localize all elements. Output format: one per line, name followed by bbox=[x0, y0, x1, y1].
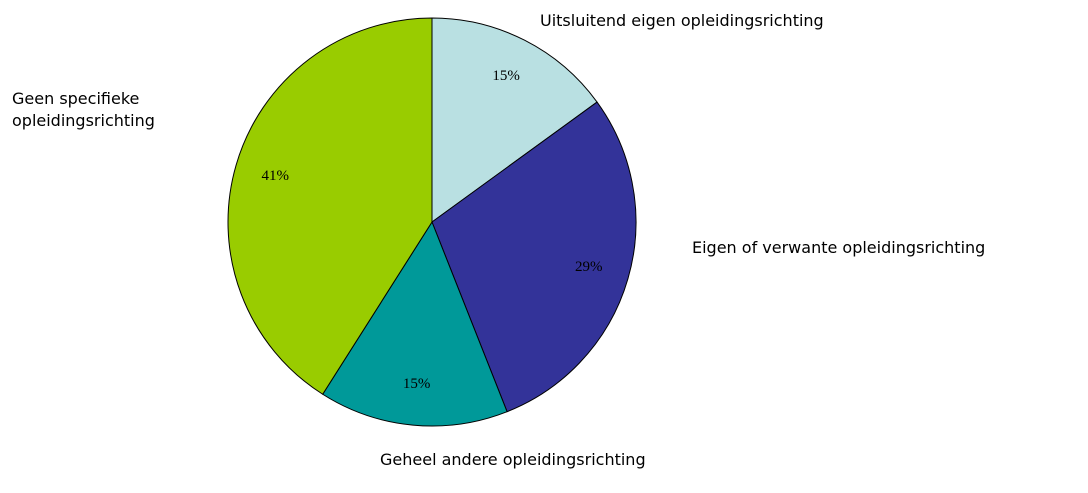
category-label: Geheel andere opleidingsrichting bbox=[380, 450, 646, 469]
value-label: 15% bbox=[403, 376, 431, 392]
pie-slice bbox=[431, 101, 637, 413]
category-label: Uitsluitend eigen opleidingsrichting bbox=[540, 11, 824, 30]
category-label: Eigen of verwante opleidingsrichting bbox=[692, 238, 986, 257]
value-label: 29% bbox=[575, 259, 603, 275]
pie-slice bbox=[227, 17, 433, 395]
value-label: 15% bbox=[492, 68, 520, 84]
value-label: 41% bbox=[262, 168, 290, 184]
pie-slice bbox=[431, 17, 598, 223]
pie-slice bbox=[322, 220, 508, 427]
category-label: Geen specifieke opleidingsrichting bbox=[12, 89, 155, 130]
